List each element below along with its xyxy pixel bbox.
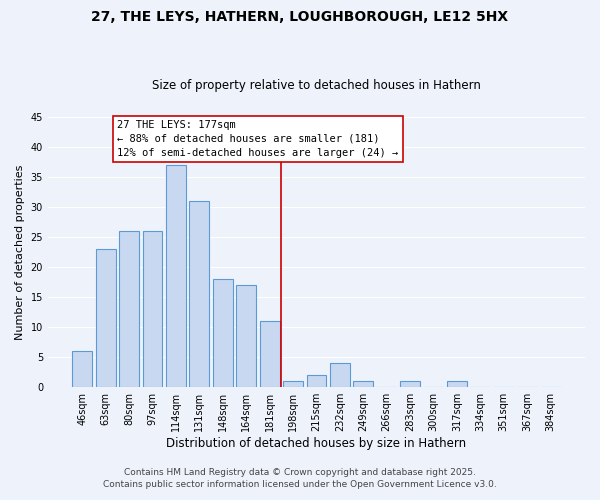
- Text: 27 THE LEYS: 177sqm
← 88% of detached houses are smaller (181)
12% of semi-detac: 27 THE LEYS: 177sqm ← 88% of detached ho…: [118, 120, 398, 158]
- Bar: [447, 381, 467, 387]
- Bar: [260, 321, 280, 387]
- Bar: [73, 351, 92, 387]
- Bar: [213, 279, 233, 387]
- Bar: [190, 201, 209, 387]
- Bar: [400, 381, 420, 387]
- Y-axis label: Number of detached properties: Number of detached properties: [15, 164, 25, 340]
- X-axis label: Distribution of detached houses by size in Hathern: Distribution of detached houses by size …: [166, 437, 467, 450]
- Bar: [96, 249, 116, 387]
- Text: 27, THE LEYS, HATHERN, LOUGHBOROUGH, LE12 5HX: 27, THE LEYS, HATHERN, LOUGHBOROUGH, LE1…: [91, 10, 509, 24]
- Text: Contains HM Land Registry data © Crown copyright and database right 2025.
Contai: Contains HM Land Registry data © Crown c…: [103, 468, 497, 489]
- Bar: [307, 375, 326, 387]
- Bar: [236, 285, 256, 387]
- Bar: [166, 165, 186, 387]
- Bar: [143, 231, 163, 387]
- Title: Size of property relative to detached houses in Hathern: Size of property relative to detached ho…: [152, 79, 481, 92]
- Bar: [353, 381, 373, 387]
- Bar: [330, 363, 350, 387]
- Bar: [119, 231, 139, 387]
- Bar: [283, 381, 303, 387]
